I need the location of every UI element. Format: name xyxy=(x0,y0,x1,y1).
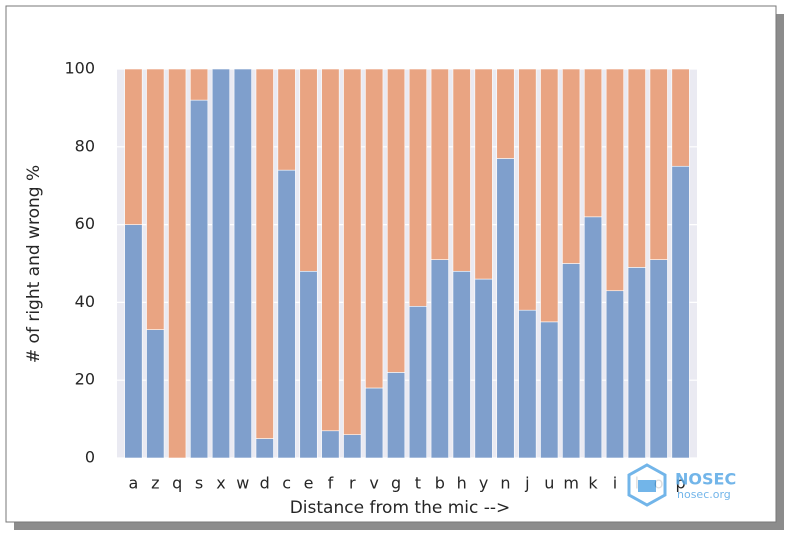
bar-segment xyxy=(562,263,581,459)
bar-segment xyxy=(277,169,296,459)
bar-segment xyxy=(671,165,690,459)
x-tick-label: s xyxy=(195,474,203,493)
x-tick-label: a xyxy=(129,474,139,493)
x-tick-label: f xyxy=(328,474,334,493)
bar-segment xyxy=(343,68,362,435)
x-tick-label: c xyxy=(282,474,291,493)
x-tick-label: q xyxy=(172,474,182,493)
bar-segment xyxy=(430,68,449,260)
x-tick-label: d xyxy=(260,474,270,493)
bar-segment xyxy=(518,68,537,311)
bar-segment xyxy=(277,68,296,171)
bar-segment xyxy=(190,68,209,101)
x-tick-label: b xyxy=(435,474,445,493)
bar-segment xyxy=(452,270,471,459)
y-tick-label: 100 xyxy=(64,59,95,78)
y-tick-label: 80 xyxy=(75,136,95,155)
bar-segment xyxy=(124,224,143,459)
bar-segment xyxy=(211,68,231,459)
bar-segment xyxy=(146,68,165,330)
x-tick-label: m xyxy=(563,474,579,493)
y-tick-label: 20 xyxy=(75,370,95,389)
x-tick-label: k xyxy=(588,474,598,493)
x-tick-label: y xyxy=(479,474,488,493)
bar-segment xyxy=(233,68,252,459)
bar-segment xyxy=(124,68,143,225)
bar-segment xyxy=(605,290,624,459)
x-tick-label: u xyxy=(544,474,554,493)
x-tick-label: h xyxy=(457,474,467,493)
watermark-url: nosec.org xyxy=(677,488,731,501)
x-tick-label: p xyxy=(676,474,686,493)
bar-segment xyxy=(496,158,515,459)
y-axis-label: # of right and wrong % xyxy=(24,165,44,363)
bar-segment xyxy=(408,68,427,307)
bar-segment xyxy=(649,68,668,260)
bar-segment xyxy=(474,278,493,459)
bar-segment xyxy=(474,68,493,280)
bar-segment xyxy=(540,321,559,459)
bar-segment xyxy=(627,68,646,268)
x-tick-label: z xyxy=(151,474,159,493)
bar-segment xyxy=(321,68,340,432)
bar-segment xyxy=(255,68,274,439)
bar-segment xyxy=(168,68,187,459)
watermark: NOSEC nosec.org xyxy=(627,463,736,507)
y-tick-label: 0 xyxy=(85,448,95,467)
x-tick-label: x xyxy=(216,474,225,493)
x-tick-label: t xyxy=(415,474,421,493)
x-tick-label: i xyxy=(613,474,617,493)
y-tick-label: 60 xyxy=(75,214,95,233)
x-axis-label: Distance from the mic --> xyxy=(290,498,511,518)
bar-segment xyxy=(299,270,318,459)
bar-segment xyxy=(255,438,274,459)
bar-segment xyxy=(540,68,559,323)
watermark-logo-inner xyxy=(638,480,656,492)
bar-segment xyxy=(365,387,384,459)
bar-segment xyxy=(562,68,581,264)
bar-segment xyxy=(321,430,340,459)
bar-segment xyxy=(671,68,690,167)
watermark-name: NOSEC xyxy=(675,470,736,489)
x-tick-label: r xyxy=(349,474,356,493)
plot: 020406080100azqsxwdcefrvgtbhynjumkilop xyxy=(64,59,697,493)
bar-segment xyxy=(496,68,515,159)
bar-segment xyxy=(583,216,603,459)
x-tick-label: e xyxy=(304,474,314,493)
bar-segment xyxy=(430,259,449,459)
x-tick-label: w xyxy=(236,474,249,493)
bar-segment xyxy=(387,372,406,459)
x-tick-label: j xyxy=(524,474,529,493)
x-tick-label: g xyxy=(391,474,401,493)
bar-segment xyxy=(627,267,646,459)
bar-segment xyxy=(365,68,384,389)
x-tick-label: n xyxy=(500,474,510,493)
bar-segment xyxy=(408,305,427,459)
bar-segment xyxy=(387,68,406,373)
bar-segment xyxy=(583,68,603,218)
bar-segment xyxy=(146,329,165,459)
x-tick-label: v xyxy=(369,474,378,493)
y-tick-label: 40 xyxy=(75,292,95,311)
bar-segment xyxy=(518,309,537,459)
bar-segment xyxy=(452,68,471,272)
bar-segment xyxy=(649,259,668,459)
bar-segment xyxy=(190,99,209,459)
bar-segment xyxy=(299,68,318,272)
bar-segment xyxy=(605,68,624,292)
bar-segment xyxy=(343,434,362,459)
